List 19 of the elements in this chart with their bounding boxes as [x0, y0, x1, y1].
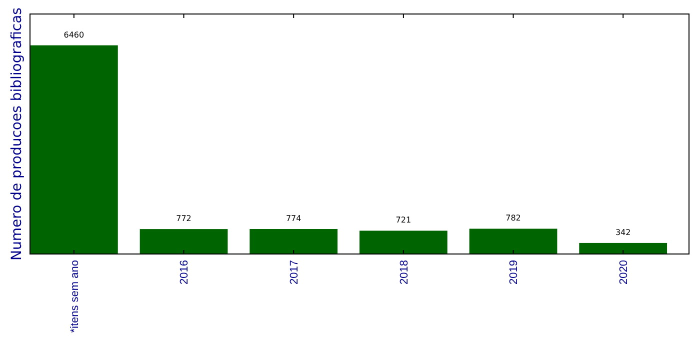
bar — [140, 229, 228, 254]
data-label: 342 — [615, 228, 631, 237]
x-tick-label: 2017 — [288, 260, 300, 284]
x-tick-label: 2016 — [178, 260, 191, 284]
data-label: 721 — [396, 216, 412, 225]
x-tick-label: *itens sem ano — [68, 260, 81, 333]
x-tick-label: 2018 — [398, 260, 410, 284]
y-axis-title: Numero de producoes bibliograficas — [9, 8, 25, 260]
x-tick-label: 2019 — [508, 260, 520, 284]
data-label: 772 — [176, 214, 192, 224]
bar — [469, 228, 558, 254]
bar — [30, 45, 118, 254]
x-tick-label: 2020 — [618, 260, 630, 284]
data-label: 6460 — [64, 30, 84, 40]
data-label: 782 — [506, 214, 521, 223]
data-label: 774 — [286, 214, 302, 223]
bar — [250, 228, 338, 254]
bar — [360, 230, 448, 254]
bar — [579, 242, 668, 254]
